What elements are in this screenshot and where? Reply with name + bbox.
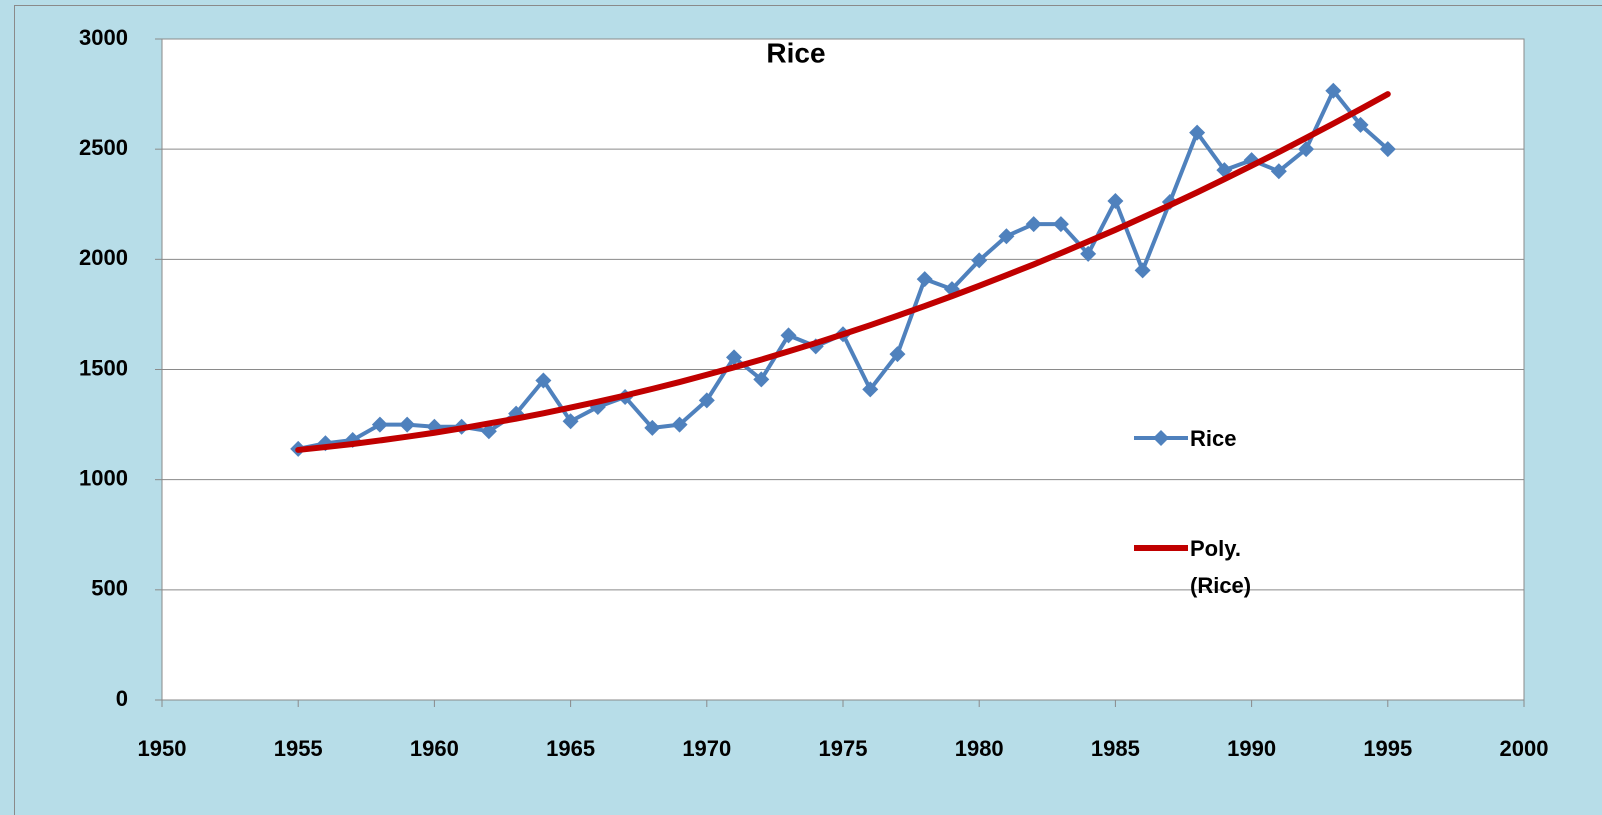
data-point: [1270, 163, 1287, 180]
data-point: [671, 416, 688, 433]
data-point: [562, 413, 579, 430]
data-point: [399, 416, 416, 433]
y-tick-label: 2000: [79, 245, 128, 270]
data-point: [971, 252, 988, 269]
y-tick-label: 500: [91, 576, 128, 601]
x-tick-label: 1985: [1091, 736, 1140, 761]
y-tick-label: 2500: [79, 135, 128, 160]
legend-marker: [1153, 430, 1169, 446]
data-point: [1025, 216, 1042, 233]
data-point: [889, 346, 906, 363]
data-point: [753, 371, 770, 388]
x-tick-label: 1990: [1227, 736, 1276, 761]
x-tick-label: 1960: [410, 736, 459, 761]
data-point: [1107, 192, 1124, 209]
data-point: [1080, 245, 1097, 262]
series-line: [295, 91, 1391, 453]
data-point: [726, 349, 743, 366]
data-point: [1052, 216, 1069, 233]
data-point: [535, 372, 552, 389]
x-tick-label: 1955: [274, 736, 323, 761]
legend-label: Poly. (Rice): [1190, 536, 1252, 598]
data-point: [780, 327, 797, 344]
data-point: [371, 416, 388, 433]
x-tick-label: 2000: [1500, 736, 1549, 761]
legend-label: Rice: [1190, 426, 1237, 451]
data-point: [1352, 116, 1369, 133]
x-tick-label: 1970: [682, 736, 731, 761]
data-point: [998, 228, 1015, 245]
y-tick-label: 1000: [79, 465, 128, 490]
x-tick-label: 1995: [1363, 736, 1412, 761]
data-point: [916, 271, 933, 288]
x-tick-label: 1965: [546, 736, 595, 761]
data-point: [862, 381, 879, 398]
data-point: [644, 419, 661, 436]
data-point: [1379, 141, 1396, 158]
chart-title: Rice: [766, 37, 825, 68]
data-point: [698, 392, 715, 409]
data-point: [1325, 82, 1342, 99]
x-tick-label: 1950: [138, 736, 187, 761]
y-tick-label: 1500: [79, 355, 128, 380]
y-tick-label: 0: [116, 686, 128, 711]
data-point: [1189, 124, 1206, 141]
x-tick-label: 1980: [955, 736, 1004, 761]
data-point: [1134, 262, 1151, 279]
data-point: [1298, 141, 1315, 158]
x-tick-label: 1975: [819, 736, 868, 761]
y-tick-label: 3000: [79, 25, 128, 50]
